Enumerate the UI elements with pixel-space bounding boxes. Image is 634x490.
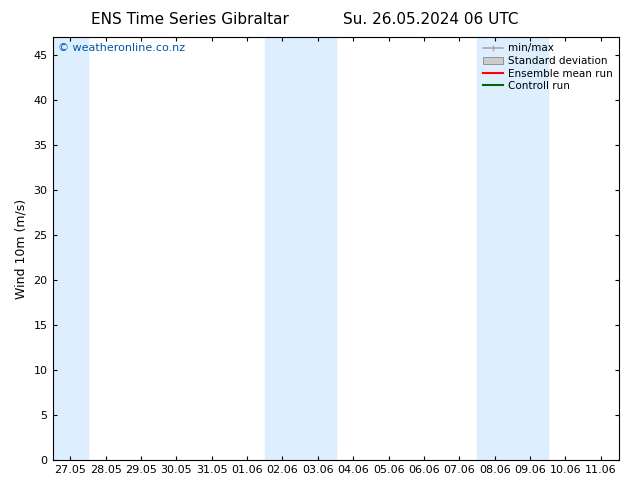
Bar — [53, 37, 88, 460]
Bar — [477, 37, 548, 460]
Text: © weatheronline.co.nz: © weatheronline.co.nz — [58, 44, 185, 53]
Text: Su. 26.05.2024 06 UTC: Su. 26.05.2024 06 UTC — [344, 12, 519, 27]
Legend: min/max, Standard deviation, Ensemble mean run, Controll run: min/max, Standard deviation, Ensemble me… — [479, 40, 616, 94]
Bar — [265, 37, 335, 460]
Y-axis label: Wind 10m (m/s): Wind 10m (m/s) — [15, 198, 28, 299]
Text: ENS Time Series Gibraltar: ENS Time Series Gibraltar — [91, 12, 289, 27]
